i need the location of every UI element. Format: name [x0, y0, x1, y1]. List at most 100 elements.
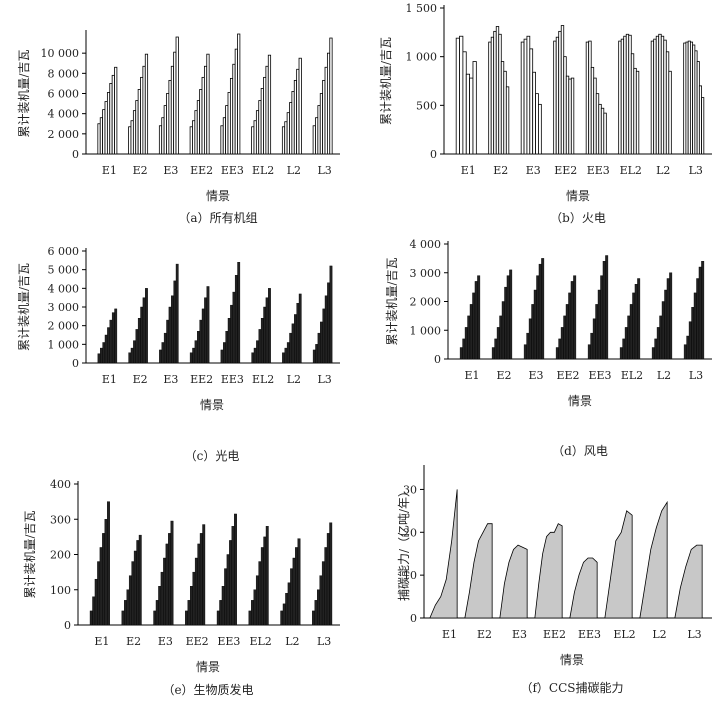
x-tick-label: EE3 — [588, 369, 611, 382]
bar — [467, 315, 471, 360]
bar — [314, 600, 318, 626]
x-tick-label: EE3 — [587, 164, 610, 177]
bar — [161, 342, 165, 364]
bar — [469, 77, 474, 155]
bar — [565, 304, 569, 360]
panel-caption: （e）生物质发电 — [162, 682, 253, 697]
y-tick-label: 4 000 — [48, 108, 80, 121]
x-tick-label: EE3 — [578, 628, 601, 641]
x-tick-label: EE3 — [221, 373, 244, 386]
bar — [696, 278, 700, 360]
x-axis-label: 情景 — [568, 394, 592, 408]
bar — [234, 513, 237, 626]
bar — [496, 327, 500, 360]
bar — [121, 610, 125, 626]
y-tick-label: 10 — [403, 569, 417, 582]
bar — [533, 289, 537, 360]
bar — [201, 308, 205, 364]
bar — [654, 338, 658, 360]
bar — [523, 38, 528, 155]
bar — [223, 342, 226, 364]
bar — [284, 347, 288, 364]
bar — [459, 35, 464, 155]
bar — [170, 520, 174, 626]
bar — [651, 347, 655, 360]
bar — [287, 582, 291, 626]
panel-caption: （b）火电 — [550, 211, 606, 225]
bar — [168, 306, 172, 364]
bar — [573, 275, 577, 360]
bar — [469, 304, 473, 360]
x-tick-label: L2 — [285, 635, 299, 648]
bar — [286, 342, 290, 364]
y-tick-label: 2 000 — [410, 296, 442, 309]
bar — [267, 54, 272, 155]
bar — [563, 315, 567, 360]
bar — [455, 37, 460, 155]
x-tick-label: E1 — [94, 635, 109, 648]
bar — [321, 561, 325, 626]
panel-caption: （a）所有机组 — [178, 211, 257, 225]
x-tick-label: E2 — [493, 164, 508, 177]
x-tick-label: E3 — [526, 164, 541, 177]
bar — [192, 347, 196, 364]
bar — [597, 289, 601, 360]
bar — [256, 340, 259, 364]
bar — [555, 347, 559, 360]
bar — [320, 321, 323, 364]
bar — [538, 103, 542, 155]
y-tick-label: 20 — [403, 526, 417, 539]
bar — [322, 308, 326, 364]
bar — [570, 77, 575, 155]
x-tick-label: E1 — [442, 628, 457, 641]
bar — [248, 610, 252, 626]
bar — [220, 349, 224, 364]
chart-panel-a: 0 2 000 4 000 6 000 8 000 10 000 E1 E2 E3 EE2 EE3 E… — [17, 30, 340, 225]
y-tick-label: 0 — [430, 148, 437, 161]
bar — [137, 318, 141, 364]
y-axis-label: 累计装机量/吉瓦 — [17, 49, 31, 137]
bar — [111, 312, 115, 364]
bar — [629, 304, 633, 360]
bar — [258, 329, 262, 364]
bar — [253, 589, 257, 626]
bar — [312, 610, 315, 626]
y-tick-label: 3 000 — [48, 301, 80, 314]
bar — [227, 318, 231, 364]
bar — [317, 589, 320, 626]
chart-panel-d: 0 1 000 2 000 3 000 4 000 E1 E2 E3 EE2 EE3 EL2 L2 L3… — [385, 238, 712, 458]
x-tick-label: L2 — [287, 373, 301, 386]
bar — [526, 332, 530, 360]
x-tick-label: E3 — [512, 628, 527, 641]
bar — [296, 303, 300, 364]
bar — [102, 533, 105, 626]
bar — [225, 331, 229, 364]
y-tick-label: 6 000 — [48, 245, 80, 258]
x-tick-label: E1 — [461, 164, 476, 177]
bar — [189, 352, 193, 364]
bar — [701, 97, 705, 155]
bar — [329, 37, 333, 155]
y-tick-label: 6 000 — [48, 88, 80, 101]
bar — [526, 35, 531, 155]
bar — [263, 536, 267, 626]
bar — [163, 557, 167, 626]
bar — [192, 571, 196, 626]
bar — [155, 600, 159, 626]
x-tick-label: EE2 — [543, 628, 566, 641]
bar — [666, 278, 670, 360]
bar — [145, 288, 148, 364]
area-segment — [464, 523, 493, 619]
x-tick-label: E3 — [163, 373, 178, 386]
bar — [635, 70, 640, 155]
y-axis-label: 累计装机量/吉瓦 — [17, 263, 31, 351]
x-axis-label: 情景 — [206, 189, 230, 203]
x-tick-label: L2 — [656, 164, 670, 177]
x-tick-label: EL2 — [613, 628, 635, 641]
x-tick-label: L3 — [689, 369, 703, 382]
y-tick-label: 10 000 — [41, 47, 80, 60]
x-tick-label: L2 — [657, 369, 671, 382]
x-tick-label: L3 — [317, 635, 331, 648]
chart-panel-b: 0 500 1 000 1 500 E1 E2 E3 EE2 EE3 EL2 L2 L3 情景 累计装机量… — [379, 2, 712, 225]
bar — [232, 291, 236, 364]
